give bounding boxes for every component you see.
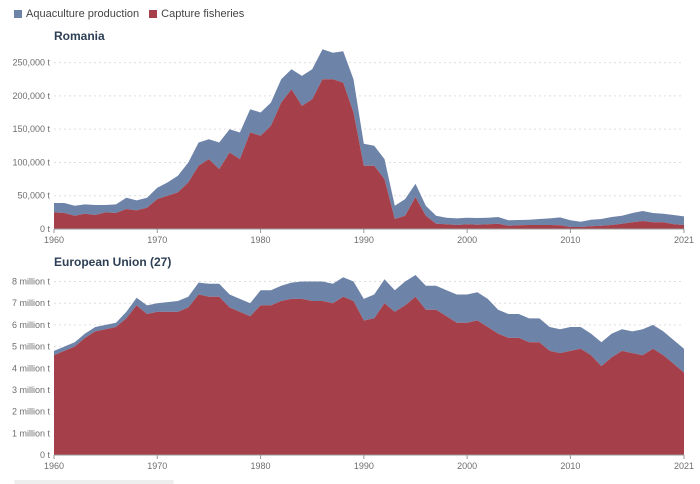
x-tick-label: 1990 — [354, 235, 374, 245]
x-tick-label: 2000 — [457, 235, 477, 245]
y-tick-label: 0 t — [40, 224, 51, 234]
y-tick-label: 200,000 t — [12, 91, 50, 101]
x-tick-label: 1980 — [251, 235, 271, 245]
scroll-strip — [14, 480, 174, 484]
x-tick-label: 1980 — [251, 461, 271, 471]
panel-title-romania: Romania — [54, 29, 105, 43]
legend-item-aquaculture[interactable]: Aquaculture production — [14, 8, 139, 20]
x-tick-label: 2000 — [457, 461, 477, 471]
x-tick-label: 2021 — [674, 235, 694, 245]
x-tick-label: 1970 — [147, 461, 167, 471]
y-tick-label: 7 million t — [12, 298, 51, 308]
legend-label-capture: Capture fisheries — [161, 8, 245, 20]
legend-label-aquaculture: Aquaculture production — [26, 8, 140, 20]
y-tick-label: 250,000 t — [12, 58, 50, 68]
x-tick-label: 2010 — [560, 235, 580, 245]
y-tick-label: 4 million t — [12, 363, 51, 373]
legend-swatch-aquaculture — [14, 10, 22, 18]
x-tick-label: 1990 — [354, 461, 374, 471]
area-aquaculture[interactable] — [54, 49, 684, 227]
y-tick-label: 8 million t — [12, 277, 51, 287]
legend-swatch-capture — [149, 10, 158, 18]
legend-item-capture[interactable]: Capture fisheries — [149, 8, 244, 20]
y-tick-label: 100,000 t — [12, 157, 50, 167]
area-capture-fisheries[interactable] — [54, 294, 684, 456]
x-tick-label: 2021 — [674, 461, 694, 471]
y-tick-label: 6 million t — [12, 320, 51, 330]
x-tick-label: 1960 — [44, 235, 64, 245]
y-tick-label: 5 million t — [12, 342, 51, 352]
y-tick-label: 50,000 t — [17, 191, 50, 201]
y-tick-label: 3 million t — [12, 385, 51, 395]
x-tick-label: 1970 — [147, 235, 167, 245]
y-tick-label: 1 million t — [12, 428, 51, 438]
y-tick-label: 150,000 t — [12, 124, 50, 134]
x-tick-label: 2010 — [560, 461, 580, 471]
x-tick-label: 1960 — [44, 461, 64, 471]
y-tick-label: 0 t — [40, 450, 51, 460]
area-capture-fisheries[interactable] — [54, 79, 684, 229]
y-tick-label: 2 million t — [12, 407, 51, 417]
legend: Aquaculture production Capture fisheries — [14, 8, 244, 20]
panel-title-eu: European Union (27) — [54, 255, 172, 269]
